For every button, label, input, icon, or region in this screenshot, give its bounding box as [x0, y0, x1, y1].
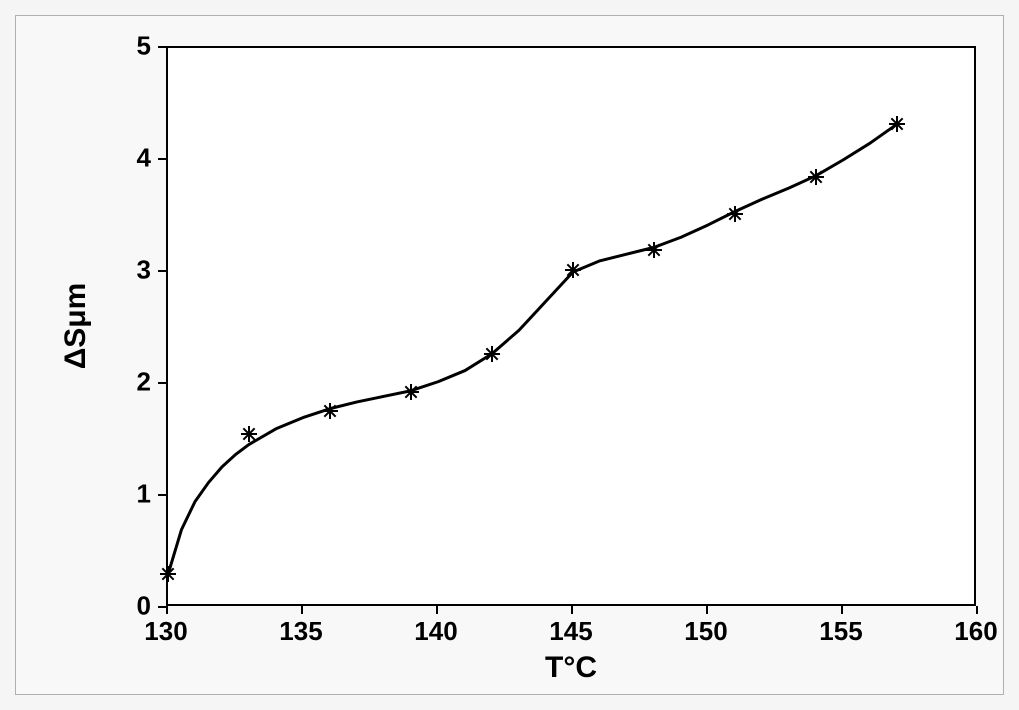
- data-point-marker: [160, 566, 176, 582]
- y-axis-label: ΔSμm: [59, 283, 93, 370]
- x-axis-label: T°C: [545, 651, 597, 685]
- y-tick-label: 5: [121, 31, 151, 62]
- y-tick-label: 4: [121, 143, 151, 174]
- x-tick-label: 160: [954, 616, 997, 647]
- data-point-marker: [403, 384, 419, 400]
- y-tick-mark: [158, 494, 166, 496]
- x-tick-mark: [706, 606, 708, 614]
- y-tick-label: 3: [121, 255, 151, 286]
- curve-path: [168, 124, 897, 574]
- x-tick-mark: [571, 606, 573, 614]
- data-point-marker: [241, 426, 257, 442]
- outer-frame: 130135140145150155160 012345 T°C ΔSμm: [0, 0, 1019, 710]
- data-point-marker: [565, 262, 581, 278]
- x-tick-mark: [841, 606, 843, 614]
- y-tick-mark: [158, 382, 166, 384]
- y-tick-mark: [158, 158, 166, 160]
- data-point-marker: [889, 116, 905, 132]
- y-tick-mark: [158, 606, 166, 608]
- y-tick-mark: [158, 270, 166, 272]
- chart-container: 130135140145150155160 012345 T°C ΔSμm: [15, 15, 1004, 695]
- x-tick-mark: [166, 606, 168, 614]
- x-tick-label: 135: [279, 616, 322, 647]
- line-chart-curve: [168, 48, 978, 608]
- x-tick-label: 145: [549, 616, 592, 647]
- y-tick-label: 1: [121, 479, 151, 510]
- y-tick-mark: [158, 46, 166, 48]
- x-tick-mark: [301, 606, 303, 614]
- x-tick-mark: [976, 606, 978, 614]
- data-point-marker: [808, 169, 824, 185]
- data-point-marker: [646, 242, 662, 258]
- data-point-marker: [484, 346, 500, 362]
- y-tick-label: 0: [121, 591, 151, 622]
- data-point-marker: [322, 403, 338, 419]
- x-tick-label: 155: [819, 616, 862, 647]
- x-tick-label: 140: [414, 616, 457, 647]
- x-tick-mark: [436, 606, 438, 614]
- y-tick-label: 2: [121, 367, 151, 398]
- x-tick-label: 150: [684, 616, 727, 647]
- plot-area: [166, 46, 976, 606]
- data-point-marker: [727, 206, 743, 222]
